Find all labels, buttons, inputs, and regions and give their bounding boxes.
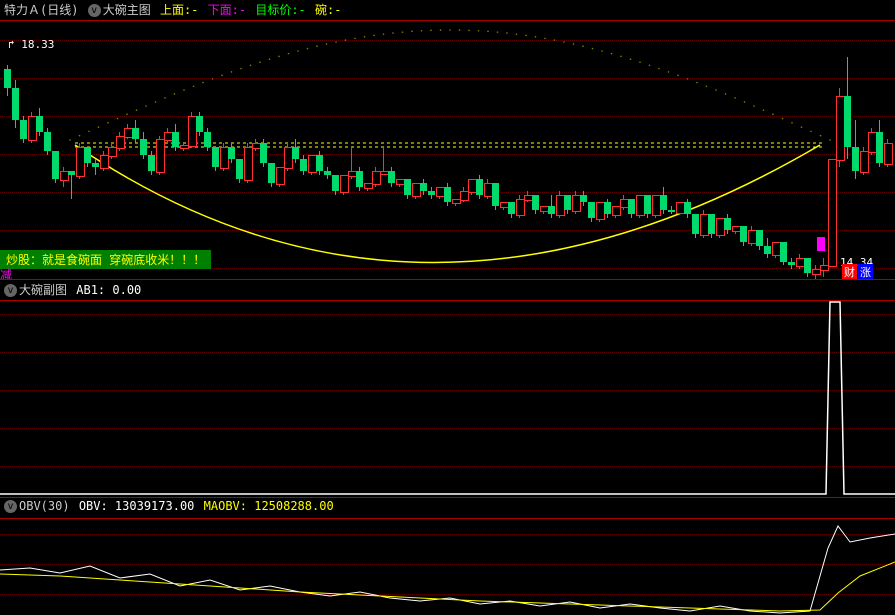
badge-zhang: 涨 [858,264,873,280]
header-label: 特力Ａ(日线) [4,3,78,17]
main-chart-panel[interactable]: 特力Ａ(日线) v大碗主图 上面:- 下面:- 目标价:- 碗:- ↱ 18.3… [0,0,895,280]
grid-line [0,534,895,535]
header-label: 目标价:- [255,3,305,17]
sub-chart-panel-2[interactable]: vOBV(30) OBV: 13039173.00 MAOBV: 1250828… [0,498,895,615]
grid-line [0,154,895,155]
highlight-bar [817,237,825,251]
grid-line [0,466,895,467]
badge-cai: 财 [842,264,857,280]
panel-header: vOBV(30) OBV: 13039173.00 MAOBV: 1250828… [0,498,895,519]
sub-chart-panel-1[interactable]: v大碗副图 AB1: 0.00 [0,280,895,498]
header-label: 大碗主图 [103,3,151,17]
grid-line [0,352,895,353]
header-label: 下面:- [208,3,246,17]
grid-line [0,116,895,117]
grid-line [0,428,895,429]
header-label: AB1: 0.00 [76,283,141,297]
panel-header: 特力Ａ(日线) v大碗主图 上面:- 下面:- 目标价:- 碗:- [0,0,895,21]
grid-line [0,40,895,41]
header-label: OBV: 13039173.00 [79,499,195,513]
grid-line [0,594,895,595]
grid-line [0,390,895,391]
panel-header: v大碗副图 AB1: 0.00 [0,280,895,301]
grid-line [0,314,895,315]
header-label: MAOBV: 12508288.00 [204,499,334,513]
chevron-down-icon[interactable]: v [88,4,101,17]
header-label: 碗:- [315,3,341,17]
grid-line [0,78,895,79]
price-high-label: ↱ 18.33 [8,38,54,51]
chevron-down-icon[interactable]: v [4,500,17,513]
grid-line [0,564,895,565]
header-label: OBV(30) [19,499,70,513]
chevron-down-icon[interactable]: v [4,284,17,297]
header-label: 上面:- [160,3,198,17]
strategy-label: 炒股：就是食碗面 穿碗底收米！！！ [0,250,211,269]
header-label: 大碗副图 [19,283,67,297]
